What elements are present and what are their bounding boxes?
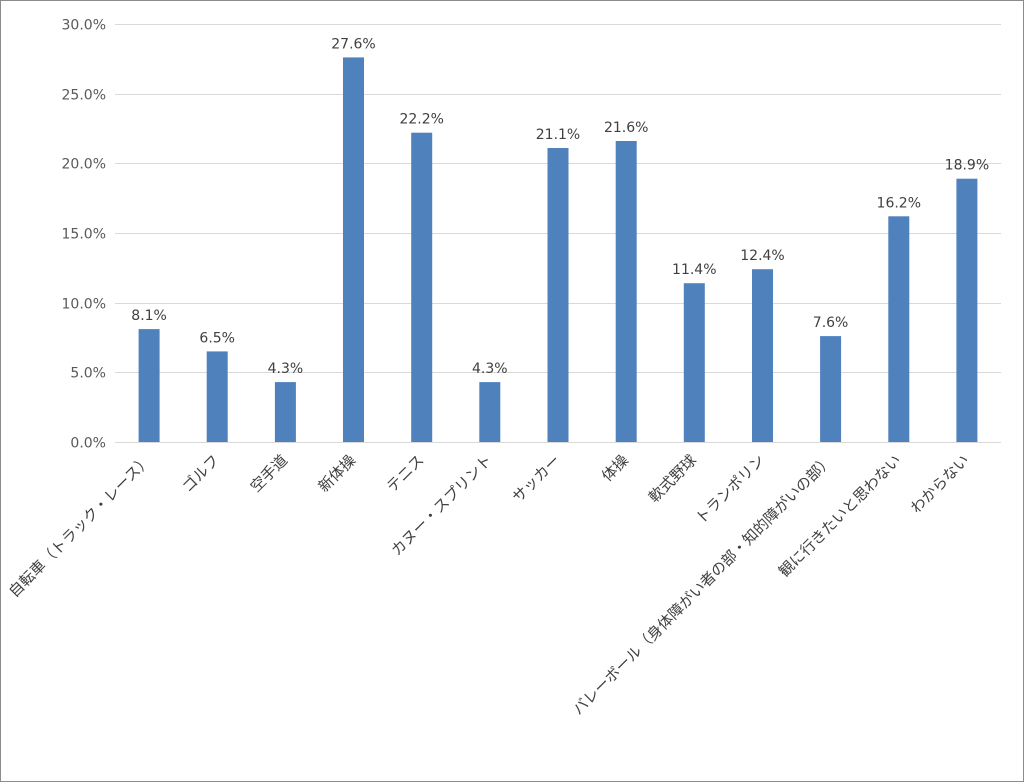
data-label: 11.4% bbox=[672, 262, 716, 278]
bar bbox=[138, 329, 160, 442]
y-tick-label: 0.0% bbox=[70, 436, 106, 452]
x-tick-label: ゴルフ bbox=[178, 451, 223, 496]
bar bbox=[888, 216, 910, 442]
y-tick-label: 10.0% bbox=[62, 297, 106, 313]
data-labels: 8.1% 6.5% 4.3% 27.6% 22.2% 4.3% 21.1% 21.6% 11.4… bbox=[131, 36, 989, 377]
y-tick-label: 20.0% bbox=[62, 157, 106, 173]
data-label: 16.2% bbox=[877, 195, 921, 211]
x-tick-label: テニス bbox=[383, 451, 428, 496]
data-label: 8.1% bbox=[131, 308, 167, 324]
data-label: 21.6% bbox=[604, 120, 648, 136]
data-label: 7.6% bbox=[813, 315, 849, 331]
bar bbox=[343, 57, 364, 443]
data-label: 4.3% bbox=[472, 361, 508, 377]
x-tick-label: トランポリン bbox=[692, 451, 768, 527]
data-label: 4.3% bbox=[268, 361, 304, 377]
bar bbox=[956, 178, 978, 442]
bar bbox=[752, 269, 773, 442]
bar bbox=[411, 132, 433, 442]
bar bbox=[206, 351, 228, 442]
x-tick-label: わからない bbox=[907, 451, 973, 517]
x-tick-label: 軟式野球 bbox=[645, 451, 700, 506]
x-tick-label: 自転車（トラック・レース） bbox=[5, 451, 155, 601]
x-tick-label: バレーボール（身体障がい者の部・知的障がいの部） bbox=[569, 451, 836, 718]
y-axis-tick-labels: 0.0% 5.0% 10.0% 15.0% 20.0% 25.0% 30.0% bbox=[62, 18, 106, 452]
data-label: 22.2% bbox=[399, 112, 443, 128]
x-tick-label: 観に行きたいと思わない bbox=[775, 451, 904, 580]
data-label: 27.6% bbox=[331, 36, 375, 52]
bar bbox=[479, 382, 501, 442]
x-tick-label: 新体操 bbox=[315, 451, 360, 496]
x-tick-label: 空手道 bbox=[247, 451, 292, 496]
bar bbox=[615, 141, 637, 442]
bar bbox=[683, 283, 705, 442]
data-label: 18.9% bbox=[945, 158, 989, 174]
data-label: 21.1% bbox=[536, 127, 580, 143]
x-tick-label: サッカー bbox=[509, 451, 564, 506]
y-tick-label: 15.0% bbox=[62, 227, 106, 243]
data-label: 12.4% bbox=[740, 248, 784, 264]
bar bbox=[547, 148, 569, 442]
y-tick-label: 25.0% bbox=[62, 88, 106, 104]
bar bbox=[274, 382, 296, 442]
x-tick-label: 体操 bbox=[598, 451, 632, 485]
bar bbox=[820, 336, 842, 442]
y-tick-label: 30.0% bbox=[62, 18, 106, 34]
bars bbox=[138, 57, 978, 443]
data-label: 6.5% bbox=[199, 330, 235, 346]
y-tick-label: 5.0% bbox=[70, 366, 106, 382]
